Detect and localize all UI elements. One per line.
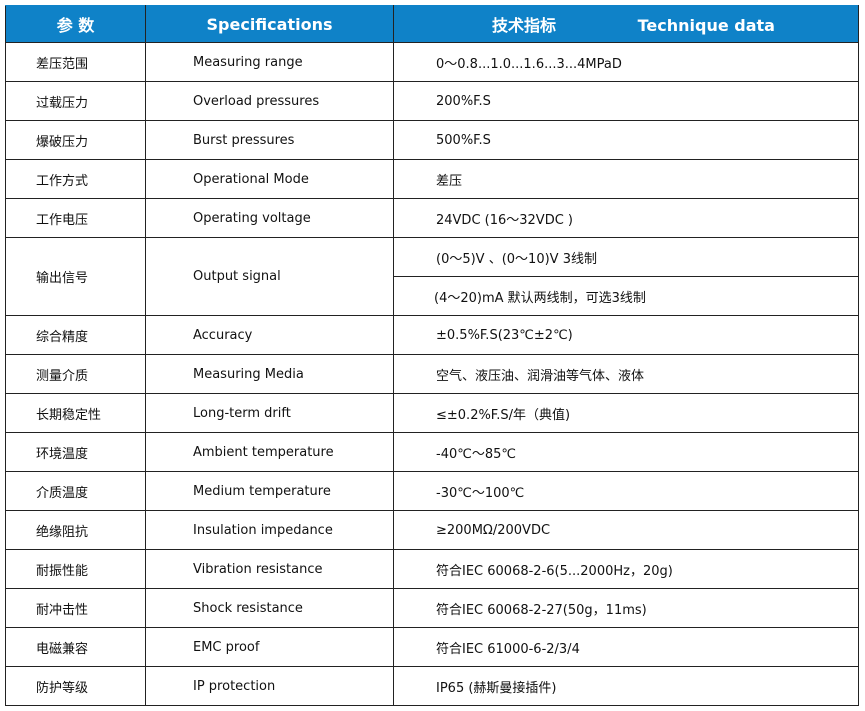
param-cn: 介质温度	[5, 471, 146, 511]
param-value: 差压	[393, 159, 859, 199]
table-row: 测量介质 Measuring Media 空气、液压油、润滑油等气体、液体	[5, 354, 859, 394]
param-value: ≤±0.2%F.S/年（典值)	[393, 393, 859, 433]
param-value: 空气、液压油、润滑油等气体、液体	[393, 354, 859, 394]
table-row: 防护等级 IP protection IP65 (赫斯曼接插件)	[5, 666, 859, 706]
param-en: IP protection	[145, 666, 394, 706]
table-row: 输出信号 Output signal (0～5)V 、(0～10)V 3线制	[5, 237, 859, 316]
table-row: 电磁兼容 EMC proof 符合IEC 61000-6-2/3/4	[5, 627, 859, 667]
param-value: 0～0.8...1.0...1.6...3...4MPaD	[393, 42, 859, 82]
header-tech-cn: 技术指标	[492, 16, 557, 35]
param-cn: 综合精度	[5, 315, 146, 355]
table-row: 工作方式 Operational Mode 差压	[5, 159, 859, 199]
param-en: Long-term drift	[145, 393, 394, 433]
table-row: (4～20)mA 默认两线制，可选3线制	[6, 276, 859, 316]
table-row: 绝缘阻抗 Insulation impedance ≥200MΩ/200VDC	[5, 510, 859, 550]
param-value: 符合IEC 60068-2-27(50g，11ms)	[393, 588, 859, 628]
param-en: Measuring range	[145, 42, 394, 82]
param-value: (4～20)mA 默认两线制，可选3线制	[393, 276, 859, 316]
param-value: 24VDC (16～32VDC )	[393, 198, 859, 238]
table-row: 长期稳定性 Long-term drift ≤±0.2%F.S/年（典值)	[5, 393, 859, 433]
param-value: -30℃～100℃	[393, 471, 859, 511]
param-value: -40℃～85℃	[393, 432, 859, 472]
table-row: 爆破压力 Burst pressures 500%F.S	[5, 120, 859, 160]
param-cn: 耐冲击性	[5, 588, 146, 628]
param-en: Overload pressures	[145, 81, 394, 121]
param-en: Burst pressures	[145, 120, 394, 160]
table-row: 综合精度 Accuracy ±0.5%F.S(23℃±2℃)	[5, 315, 859, 355]
param-value: (0～5)V 、(0～10)V 3线制	[393, 237, 859, 277]
param-value: ±0.5%F.S(23℃±2℃)	[393, 315, 859, 355]
header-spec: Specifications	[145, 5, 394, 43]
param-value: 500%F.S	[393, 120, 859, 160]
table-row: 过载压力 Overload pressures 200%F.S	[5, 81, 859, 121]
header-tech: 技术指标 Technique data	[393, 5, 859, 43]
param-cn: 防护等级	[5, 666, 146, 706]
param-en: Output signal	[145, 237, 394, 316]
table-row: 耐振性能 Vibration resistance 符合IEC 60068-2-6(…	[5, 549, 859, 589]
param-cn: 长期稳定性	[5, 393, 146, 433]
param-cn: 测量介质	[5, 354, 146, 394]
table-row: 工作电压 Operating voltage 24VDC (16～32VDC )	[5, 198, 859, 238]
param-en: Shock resistance	[145, 588, 394, 628]
param-en: EMC proof	[145, 627, 394, 667]
param-en: Medium temperature	[145, 471, 394, 511]
param-cn: 工作电压	[5, 198, 146, 238]
param-en: Measuring Media	[145, 354, 394, 394]
param-value: 200%F.S	[393, 81, 859, 121]
table-row: 耐冲击性 Shock resistance 符合IEC 60068-2-27(50g…	[5, 588, 859, 628]
table-header: 参 数 Specifications 技术指标 Technique data	[5, 5, 859, 43]
param-value: 符合IEC 60068-2-6(5...2000Hz，20g)	[393, 549, 859, 589]
param-cn: 电磁兼容	[5, 627, 146, 667]
header-tech-en: Technique data	[637, 16, 775, 35]
spec-table: 参 数 Specifications 技术指标 Technique data 差…	[5, 5, 859, 706]
param-en: Accuracy	[145, 315, 394, 355]
table-row: 差压范围 Measuring range 0～0.8...1.0...1.6...3…	[5, 42, 859, 82]
param-en: Operating voltage	[145, 198, 394, 238]
header-param: 参 数	[5, 5, 146, 43]
param-cn: 绝缘阻抗	[5, 510, 146, 550]
param-value: ≥200MΩ/200VDC	[393, 510, 859, 550]
param-cn: 环境温度	[5, 432, 146, 472]
param-value: 符合IEC 61000-6-2/3/4	[393, 627, 859, 667]
param-value: IP65 (赫斯曼接插件)	[393, 666, 859, 706]
param-en: Ambient temperature	[145, 432, 394, 472]
param-cn: 差压范围	[5, 42, 146, 82]
param-en: Insulation impedance	[145, 510, 394, 550]
param-en: Vibration resistance	[145, 549, 394, 589]
table-row: 介质温度 Medium temperature -30℃～100℃	[5, 471, 859, 511]
param-cn: 耐振性能	[5, 549, 146, 589]
table-row: 环境温度 Ambient temperature -40℃～85℃	[5, 432, 859, 472]
param-cn: 输出信号	[5, 237, 146, 316]
param-cn: 工作方式	[5, 159, 146, 199]
param-en: Operational Mode	[145, 159, 394, 199]
param-cn: 爆破压力	[5, 120, 146, 160]
param-cn: 过载压力	[5, 81, 146, 121]
